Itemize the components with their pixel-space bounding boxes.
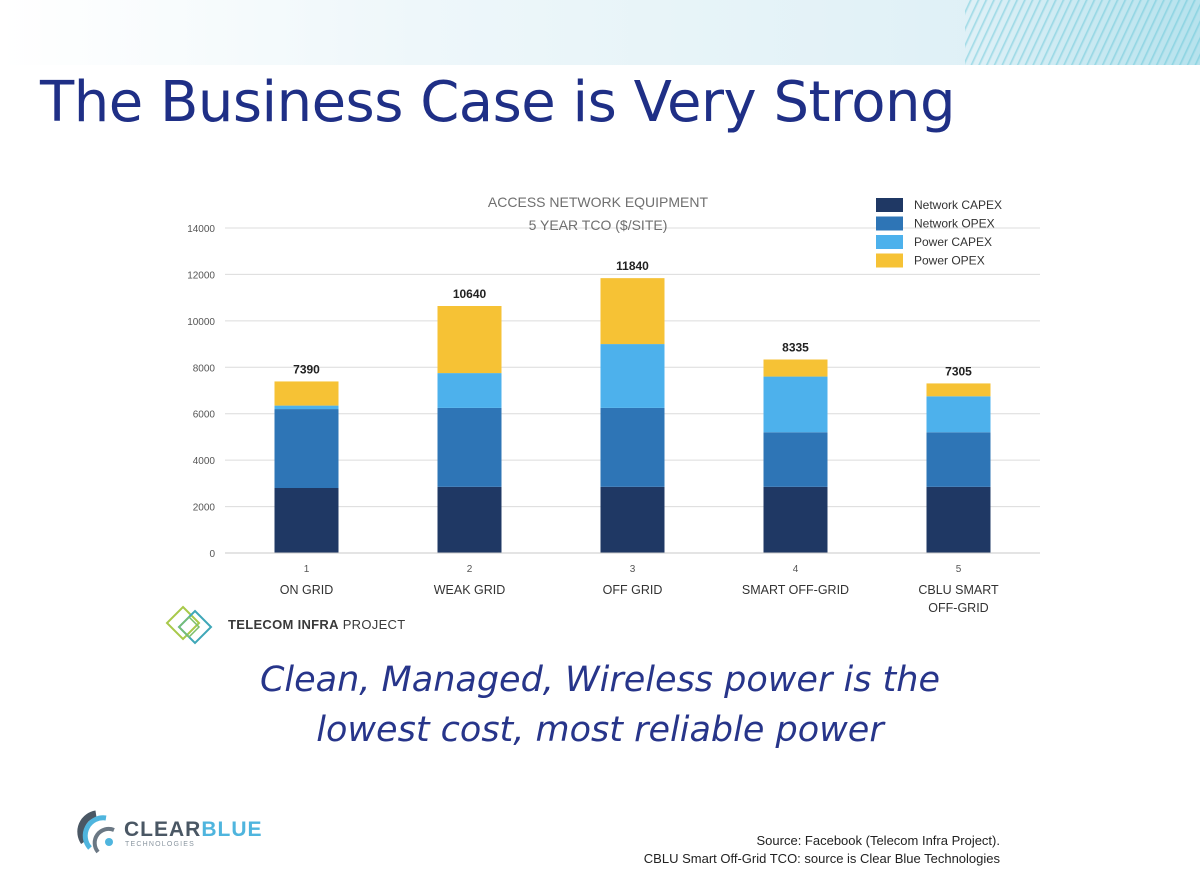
bar-segment [274, 381, 339, 406]
bar-segment [437, 407, 502, 487]
x-tick-number: 1 [304, 564, 310, 575]
y-tick-label: 0 [209, 549, 215, 560]
bar-segment [763, 486, 828, 553]
y-tick-label: 12000 [187, 270, 215, 281]
bar-segment [763, 376, 828, 433]
bar-segment [926, 486, 991, 553]
chart-title-line-1: ACCESS NETWORK EQUIPMENT [488, 194, 709, 210]
bar-segment [600, 344, 665, 408]
x-tick-number: 3 [630, 564, 636, 575]
tco-chart: 0 2000 4000 6000 8000 10000 12000 14000 ACCESS N… [187, 194, 1040, 615]
bar-segment [926, 432, 991, 487]
bar-segment [437, 486, 502, 553]
top-stripe-decor [965, 0, 1200, 65]
legend-label: Network OPEX [914, 217, 995, 231]
bar-segment [763, 432, 828, 487]
y-tick-label: 2000 [193, 503, 216, 514]
x-tick-number: 4 [793, 564, 799, 575]
bar-segment [926, 383, 991, 397]
y-tick-label: 4000 [193, 456, 216, 467]
y-tick-label: 14000 [187, 224, 215, 235]
y-tick-label: 8000 [193, 363, 216, 374]
bar-segment [600, 278, 665, 345]
legend-label: Network CAPEX [914, 198, 1002, 212]
legend-label: Power CAPEX [914, 235, 992, 249]
x-tick-number: 5 [956, 564, 962, 575]
tip-diamond-logo-icon [165, 605, 213, 645]
x-category-label: CBLU SMART [918, 583, 999, 597]
bar-segment [763, 359, 828, 377]
tip-name-bold: TELECOM INFRA [228, 617, 339, 632]
y-tick-label: 10000 [187, 317, 215, 328]
legend-swatch [876, 235, 903, 249]
chart-title-line-2: 5 YEAR TCO ($/SITE) [529, 217, 668, 233]
clearblue-name: CLEARBLUE [124, 818, 263, 842]
tip-logo-text: TELECOM INFRA PROJECT [228, 617, 405, 632]
tagline-line-1: Clean, Managed, Wireless power is the [259, 660, 940, 700]
tip-name-regular: PROJECT [338, 617, 406, 632]
bar-segment [274, 488, 339, 553]
tagline-line-2: lowest cost, most reliable power [316, 710, 884, 750]
x-category-label: OFF GRID [603, 583, 663, 597]
x-category-label: OFF-GRID [928, 601, 988, 615]
legend-swatch [876, 253, 903, 268]
bar-segment [274, 405, 339, 410]
bar-total-label: 7390 [293, 362, 320, 376]
clearblue-name-part2: BLUE [201, 818, 263, 841]
bar-segment [600, 407, 665, 487]
bar-total-label: 8335 [782, 341, 809, 355]
legend-swatch [876, 198, 903, 212]
x-category-label: SMART OFF-GRID [742, 583, 849, 597]
bar-segment [926, 396, 991, 433]
clearblue-name-part1: CLEAR [124, 818, 202, 841]
y-tick-label: 6000 [193, 410, 216, 421]
source-note: Source: Facebook (Telecom Infra Project)… [644, 832, 1000, 868]
tagline: Clean, Managed, Wireless power is the lo… [0, 655, 1200, 755]
bar-segment [274, 409, 339, 488]
x-tick-number: 2 [467, 564, 473, 575]
bar-segment [437, 306, 502, 374]
x-category-label: ON GRID [280, 583, 333, 597]
slide-title: The Business Case is Very Strong [40, 70, 956, 135]
clearblue-subtitle: TECHNOLOGIES [125, 841, 196, 848]
bar-segment [437, 373, 502, 408]
legend-swatch [876, 216, 903, 231]
x-category-label: WEAK GRID [434, 583, 506, 597]
clearblue-logo-icon [77, 810, 115, 854]
legend-label: Power OPEX [914, 254, 985, 268]
bar-segment [600, 486, 665, 553]
bar-total-label: 10640 [453, 287, 487, 301]
source-line-2: CBLU Smart Off-Grid TCO: source is Clear… [643, 851, 1000, 866]
bar-total-label: 7305 [945, 364, 972, 378]
source-line-1: Source: Facebook (Telecom Infra Project)… [756, 833, 1001, 848]
bar-total-label: 11840 [616, 259, 649, 273]
